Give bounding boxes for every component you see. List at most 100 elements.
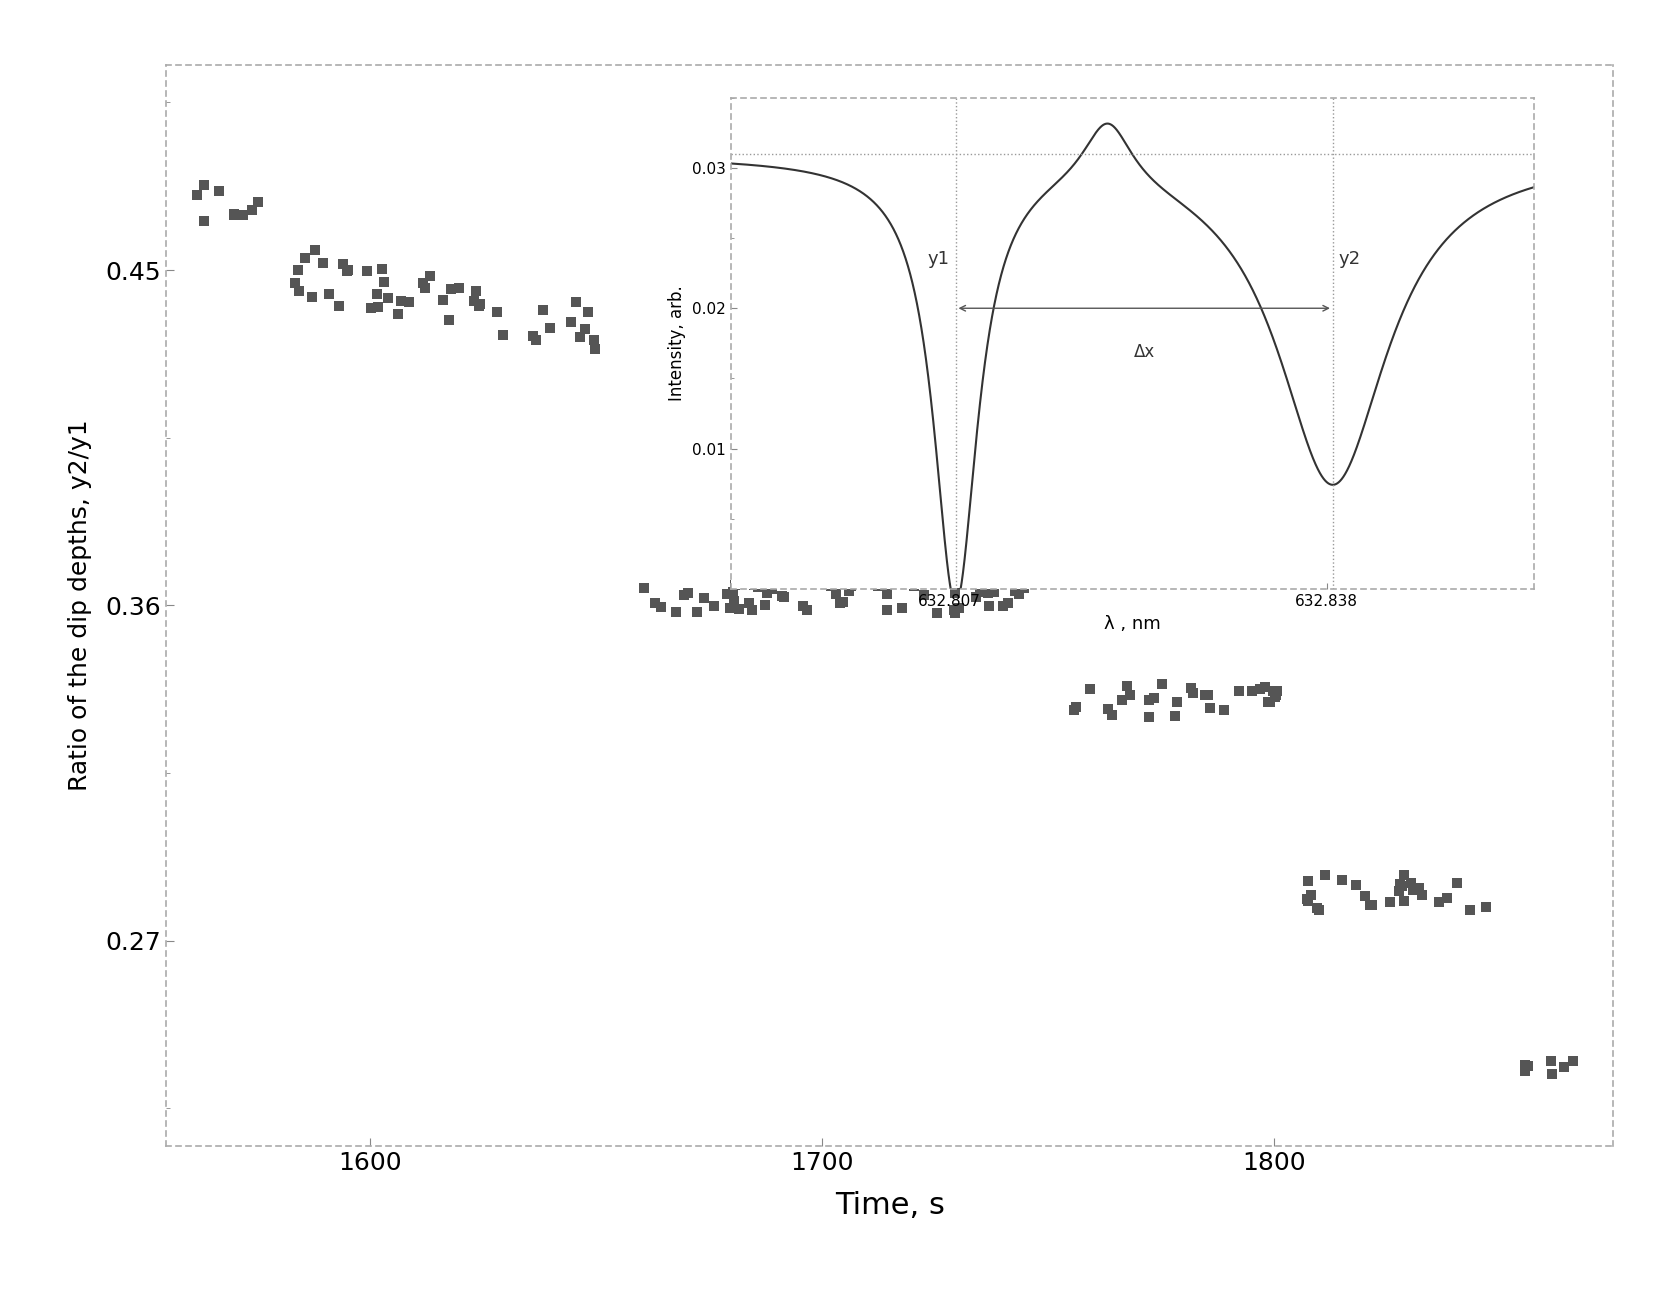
Point	[941, 583, 968, 604]
Point	[737, 592, 763, 613]
Point	[830, 592, 856, 613]
Point	[462, 280, 489, 301]
Point	[818, 575, 845, 596]
Point	[1409, 885, 1435, 906]
Point	[1179, 684, 1206, 704]
Point	[1078, 678, 1104, 699]
Point	[649, 596, 675, 617]
Point	[1006, 583, 1033, 604]
Point	[412, 279, 439, 299]
Point	[1147, 673, 1174, 694]
Point	[768, 586, 795, 607]
Point	[1254, 691, 1281, 712]
Point	[1537, 1051, 1563, 1072]
Point	[1387, 874, 1414, 894]
Point	[873, 579, 900, 600]
Point	[1515, 1056, 1542, 1077]
Point	[575, 302, 602, 323]
Point	[925, 603, 951, 624]
Point	[838, 575, 865, 596]
Point	[1400, 880, 1427, 901]
Point	[827, 592, 853, 613]
Point	[720, 591, 747, 612]
Point	[371, 271, 397, 292]
Point	[286, 281, 313, 302]
Point	[316, 284, 343, 305]
Point	[1434, 888, 1460, 909]
Point	[1390, 891, 1417, 911]
Point	[1294, 888, 1320, 909]
Point	[221, 203, 248, 224]
Point	[1295, 891, 1322, 911]
Point	[1136, 707, 1162, 728]
Point	[291, 247, 318, 268]
Point	[284, 260, 311, 281]
Point	[1118, 685, 1144, 706]
Point	[822, 575, 848, 596]
Point	[1257, 691, 1284, 712]
Point	[185, 185, 211, 206]
Point	[364, 297, 391, 318]
Point	[911, 585, 938, 605]
Point	[963, 586, 989, 607]
Point	[557, 311, 584, 332]
Point	[537, 318, 564, 339]
Point	[580, 329, 607, 350]
Point	[446, 277, 472, 298]
Point	[1003, 581, 1029, 602]
Point	[1114, 676, 1141, 697]
Point	[901, 575, 928, 596]
Point	[941, 603, 968, 624]
Point	[334, 260, 361, 281]
Point	[1385, 880, 1412, 901]
Point	[989, 595, 1016, 616]
Point	[713, 583, 740, 604]
Point	[1457, 900, 1483, 921]
Point	[1377, 892, 1404, 913]
Point	[309, 253, 336, 273]
Point	[1194, 685, 1221, 706]
Y-axis label: Ratio of the dip depths, y2/y1: Ratio of the dip depths, y2/y1	[68, 419, 91, 792]
Text: Δx: Δx	[1134, 344, 1154, 362]
Point	[1342, 875, 1369, 896]
Point	[1164, 691, 1191, 712]
Point	[1357, 894, 1384, 915]
Point	[720, 582, 747, 603]
Point	[823, 583, 850, 604]
Point	[519, 326, 545, 346]
Point	[1252, 677, 1279, 698]
Point	[1390, 865, 1417, 885]
Point	[358, 298, 384, 319]
Point	[368, 258, 394, 279]
Point	[374, 288, 401, 309]
Point	[1425, 892, 1452, 913]
Point	[793, 600, 820, 621]
Point	[975, 583, 1001, 604]
Point	[386, 303, 412, 324]
Point	[1061, 699, 1088, 720]
Point	[329, 254, 356, 275]
Point	[229, 204, 256, 225]
Point	[582, 339, 609, 359]
Point	[790, 595, 817, 616]
Point	[429, 290, 456, 311]
Point	[752, 595, 778, 616]
Point	[770, 587, 797, 608]
Point	[1177, 678, 1204, 699]
Point	[1305, 900, 1332, 921]
Y-axis label: Intensity, arb.: Intensity, arb.	[669, 285, 687, 401]
Point	[1162, 706, 1189, 727]
Point	[1538, 1064, 1565, 1085]
Point	[303, 240, 329, 260]
Point	[1099, 704, 1126, 725]
Point	[740, 575, 767, 596]
Point	[940, 599, 966, 620]
Text: y1: y1	[928, 250, 950, 268]
Point	[572, 319, 599, 340]
Point	[725, 599, 752, 620]
Point	[1397, 874, 1424, 894]
Point	[334, 259, 361, 280]
Point	[562, 292, 589, 312]
Point	[239, 199, 266, 220]
Point	[244, 191, 271, 212]
